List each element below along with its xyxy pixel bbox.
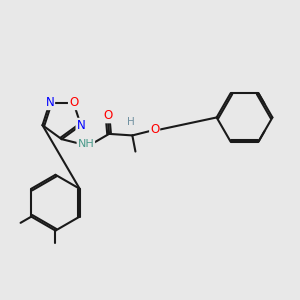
Text: NH: NH bbox=[77, 139, 94, 149]
Text: N: N bbox=[46, 96, 54, 109]
Text: O: O bbox=[103, 110, 112, 122]
Text: N: N bbox=[76, 119, 85, 132]
Text: H: H bbox=[127, 117, 135, 128]
Text: O: O bbox=[69, 96, 78, 109]
Text: O: O bbox=[150, 123, 159, 136]
